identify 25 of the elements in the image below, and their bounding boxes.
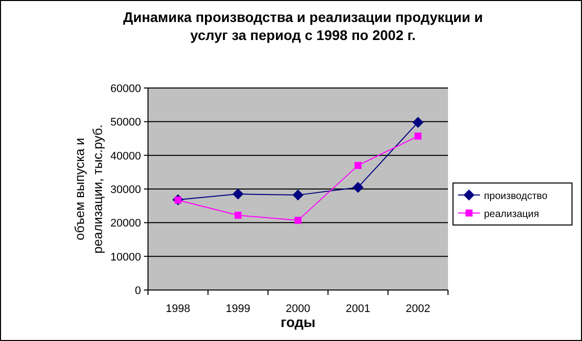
y-tick-label: 0 [134,285,141,297]
point [414,132,422,140]
legend-label: производство [484,191,548,202]
point [352,182,364,193]
x-tick-label: 2001 [346,303,370,315]
y-tick-label: 10000 [110,251,141,264]
y-tick-label: 60000 [110,83,141,95]
x-axis-title: годы [280,314,316,330]
y-tick-label: 40000 [110,150,141,162]
point [232,188,244,200]
y-tick-label: 20000 [110,218,141,230]
point [292,190,304,201]
legend-label: реализация [484,209,539,220]
y-tick-label: 50000 [110,116,141,129]
y-tick-label: 30000 [110,184,141,196]
x-tick-label: 2000 [286,303,310,315]
x-tick-label: 1999 [226,303,250,315]
point [412,116,424,128]
x-tick-label: 1998 [166,303,190,315]
chart-title: Динамика производства и реализации продукции и услуг за период с 1998 по 2002 г. [123,9,483,43]
y-axis-title: объем выпуска и реализации, тыс.руб. [72,124,105,254]
x-tick-label: 2002 [406,303,430,315]
point [234,212,242,219]
point [354,162,362,169]
point [294,216,302,224]
